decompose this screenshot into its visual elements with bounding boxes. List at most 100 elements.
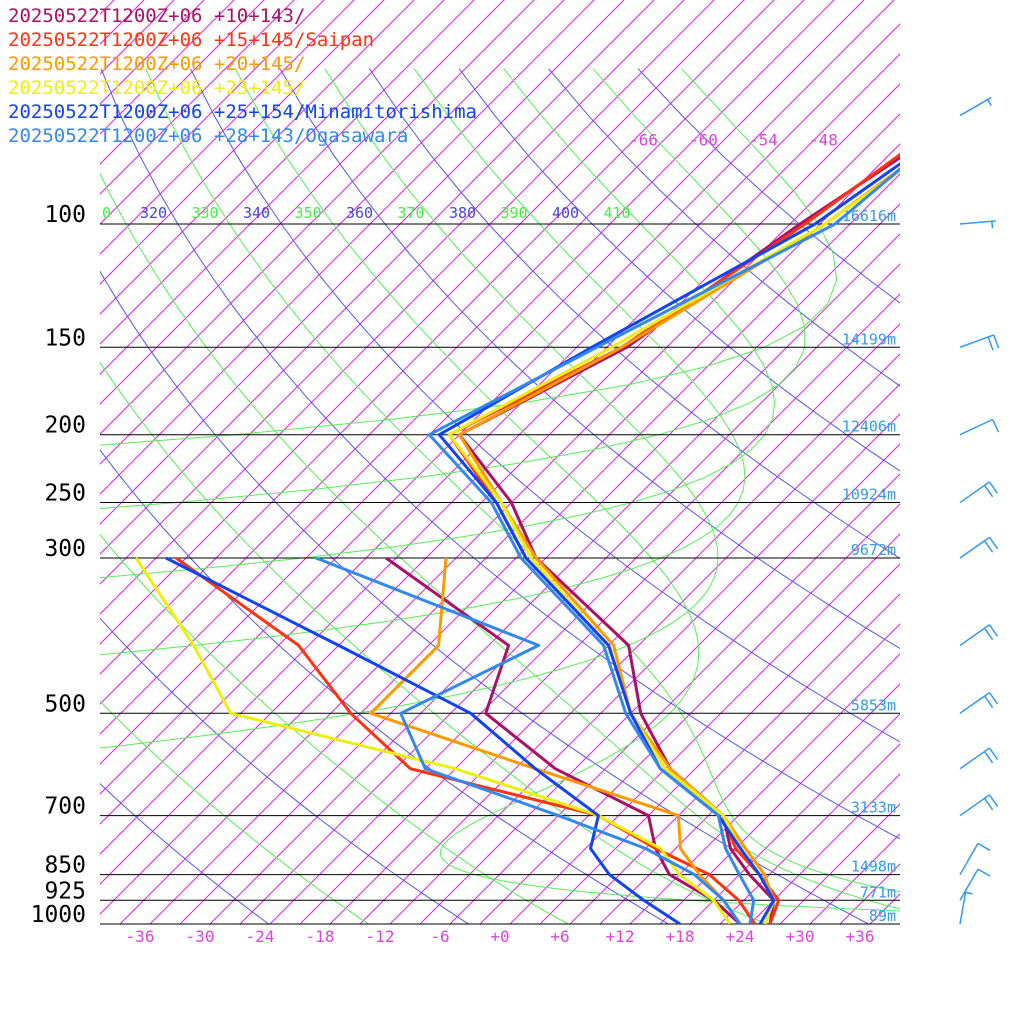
- wind-barb-flag: [983, 751, 994, 764]
- wind-barb-flag: [991, 419, 1000, 433]
- upper-isotherm-label: -48: [809, 131, 838, 150]
- temperature-axis-labels: -36 -30 -24 -18 -12 -6 +0 +6 +12 +18 +24 +30 +36: [126, 927, 875, 946]
- legend-entry: 20250522T1200Z+06 +23+145/: [8, 77, 305, 99]
- wind-barb-flag: [988, 747, 999, 760]
- pressure-label: 500: [44, 691, 86, 717]
- legend-entry: 20250522T1200Z+06 +20+145/: [8, 53, 305, 75]
- isotherm-line: [569, 593, 900, 924]
- pressure-label: 250: [44, 481, 86, 507]
- temperature-profile: [427, 167, 900, 924]
- height-label: 5853m: [851, 696, 896, 714]
- pressure-label: 1000: [31, 902, 86, 928]
- dry-adiabat-line: [100, 270, 870, 924]
- theta-label: 0: [102, 204, 111, 222]
- moist-adiabat-line: [100, 700, 370, 924]
- temperature-tick-label: -36: [126, 927, 155, 946]
- isotherm-line: [299, 323, 900, 924]
- temperature-tick-label: +18: [666, 927, 695, 946]
- wind-barb-flag: [983, 540, 994, 553]
- temperature-tick-label: -18: [306, 927, 335, 946]
- temperature-tick-label: +6: [550, 927, 569, 946]
- wind-barb-flag: [993, 334, 1000, 349]
- moist-adiabat-grid: [100, 68, 900, 924]
- isotherm-line: [539, 563, 900, 924]
- theta-label: 410: [603, 204, 630, 222]
- height-labels: 16616m 14199m 12406m 10924m 9672m 5853m 3133m 1…: [842, 207, 896, 925]
- theta-label: 350: [294, 204, 321, 222]
- theta-labels: 0 320 330 340 350 360 370 380 390 400 410: [102, 204, 631, 222]
- height-label: 9672m: [851, 541, 896, 559]
- wind-barb-half: [987, 99, 992, 107]
- wind-barb-half: [991, 221, 994, 229]
- dry-adiabat-line: [279, 68, 900, 650]
- height-label: 3133m: [851, 799, 896, 817]
- moist-adiabat-line: [234, 68, 900, 912]
- isotherm-line: [479, 503, 900, 924]
- isotherm-line: [419, 443, 900, 924]
- theta-label: 370: [397, 204, 424, 222]
- wind-barb-half: [965, 891, 973, 895]
- dry-adiabat-line: [100, 68, 900, 840]
- legend-entry: 20250522T1200Z+06 +28+143/Ogasawara: [8, 125, 408, 147]
- temperature-tick-label: -6: [430, 927, 449, 946]
- legend-entry: 20250522T1200Z+06 +15+145/Saipan: [8, 29, 374, 51]
- upper-isotherm-label: -66: [629, 131, 658, 150]
- dry-adiabat-line: [100, 617, 470, 924]
- height-label: 1498m: [851, 858, 896, 876]
- temperature-tick-label: +30: [786, 927, 815, 946]
- pressure-label: 150: [44, 325, 86, 351]
- wind-barbs: [959, 96, 1000, 925]
- wind-barb-staff: [959, 843, 979, 875]
- dewpoint-profile: [315, 556, 742, 924]
- isotherm-line: [599, 623, 900, 924]
- isotherm-line: [509, 533, 900, 924]
- wind-barb-flag: [977, 868, 991, 877]
- wind-barb-flag: [988, 481, 999, 494]
- moist-adiabat-line: [145, 68, 900, 893]
- moist-adiabat-line: [100, 68, 900, 924]
- wind-barb-flag: [987, 336, 994, 351]
- wind-barb-flag: [983, 797, 994, 811]
- wind-barb-flag: [983, 484, 994, 498]
- dry-adiabat-line: [100, 449, 670, 924]
- wind-barb-staff: [959, 868, 979, 901]
- dry-adiabat-line: [369, 68, 900, 559]
- height-label: 16616m: [842, 207, 896, 225]
- wind-barb-flag: [988, 624, 999, 637]
- legend-entry: 20250522T1200Z+06 +25+154/Minamitorishim…: [8, 101, 477, 123]
- upper-isotherm-labels: -66 -60 -54 -48: [629, 131, 838, 150]
- wind-barb-flag: [983, 627, 994, 641]
- theta-label: 340: [243, 204, 270, 222]
- height-label: 14199m: [842, 330, 896, 348]
- dry-adiabat-line: [458, 68, 900, 472]
- pressure-label: 100: [44, 202, 86, 228]
- moist-adiabat-line: [100, 534, 570, 924]
- isotherm-line: [359, 383, 900, 924]
- pressure-label: 200: [44, 413, 86, 439]
- isotherm-line: [449, 473, 900, 924]
- temperature-tick-label: -30: [186, 927, 215, 946]
- theta-label: 400: [552, 204, 579, 222]
- dry-adiabat-grid: [100, 68, 900, 924]
- dewpoint-profile: [385, 556, 742, 924]
- moist-adiabat-line: [100, 68, 900, 924]
- wind-barb-staff: [959, 220, 996, 225]
- isotherm-line: [629, 653, 900, 924]
- wind-barb-staff: [959, 96, 992, 117]
- pressure-label: 925: [44, 878, 86, 904]
- wind-barb-flag: [977, 842, 991, 852]
- theta-label: 330: [191, 204, 218, 222]
- pressure-label: 300: [44, 536, 86, 562]
- theta-label: 390: [500, 204, 527, 222]
- dry-adiabat-line: [190, 68, 900, 743]
- temperature-profile: [437, 162, 900, 924]
- temperature-tick-label: +12: [606, 927, 635, 946]
- wind-barb-flag: [988, 692, 999, 705]
- isotherm-line: [659, 683, 900, 924]
- pressure-label: 850: [44, 853, 86, 879]
- moist-adiabat-line: [100, 68, 900, 924]
- upper-isotherm-label: -60: [689, 131, 718, 150]
- temperature-tick-label: -24: [246, 927, 275, 946]
